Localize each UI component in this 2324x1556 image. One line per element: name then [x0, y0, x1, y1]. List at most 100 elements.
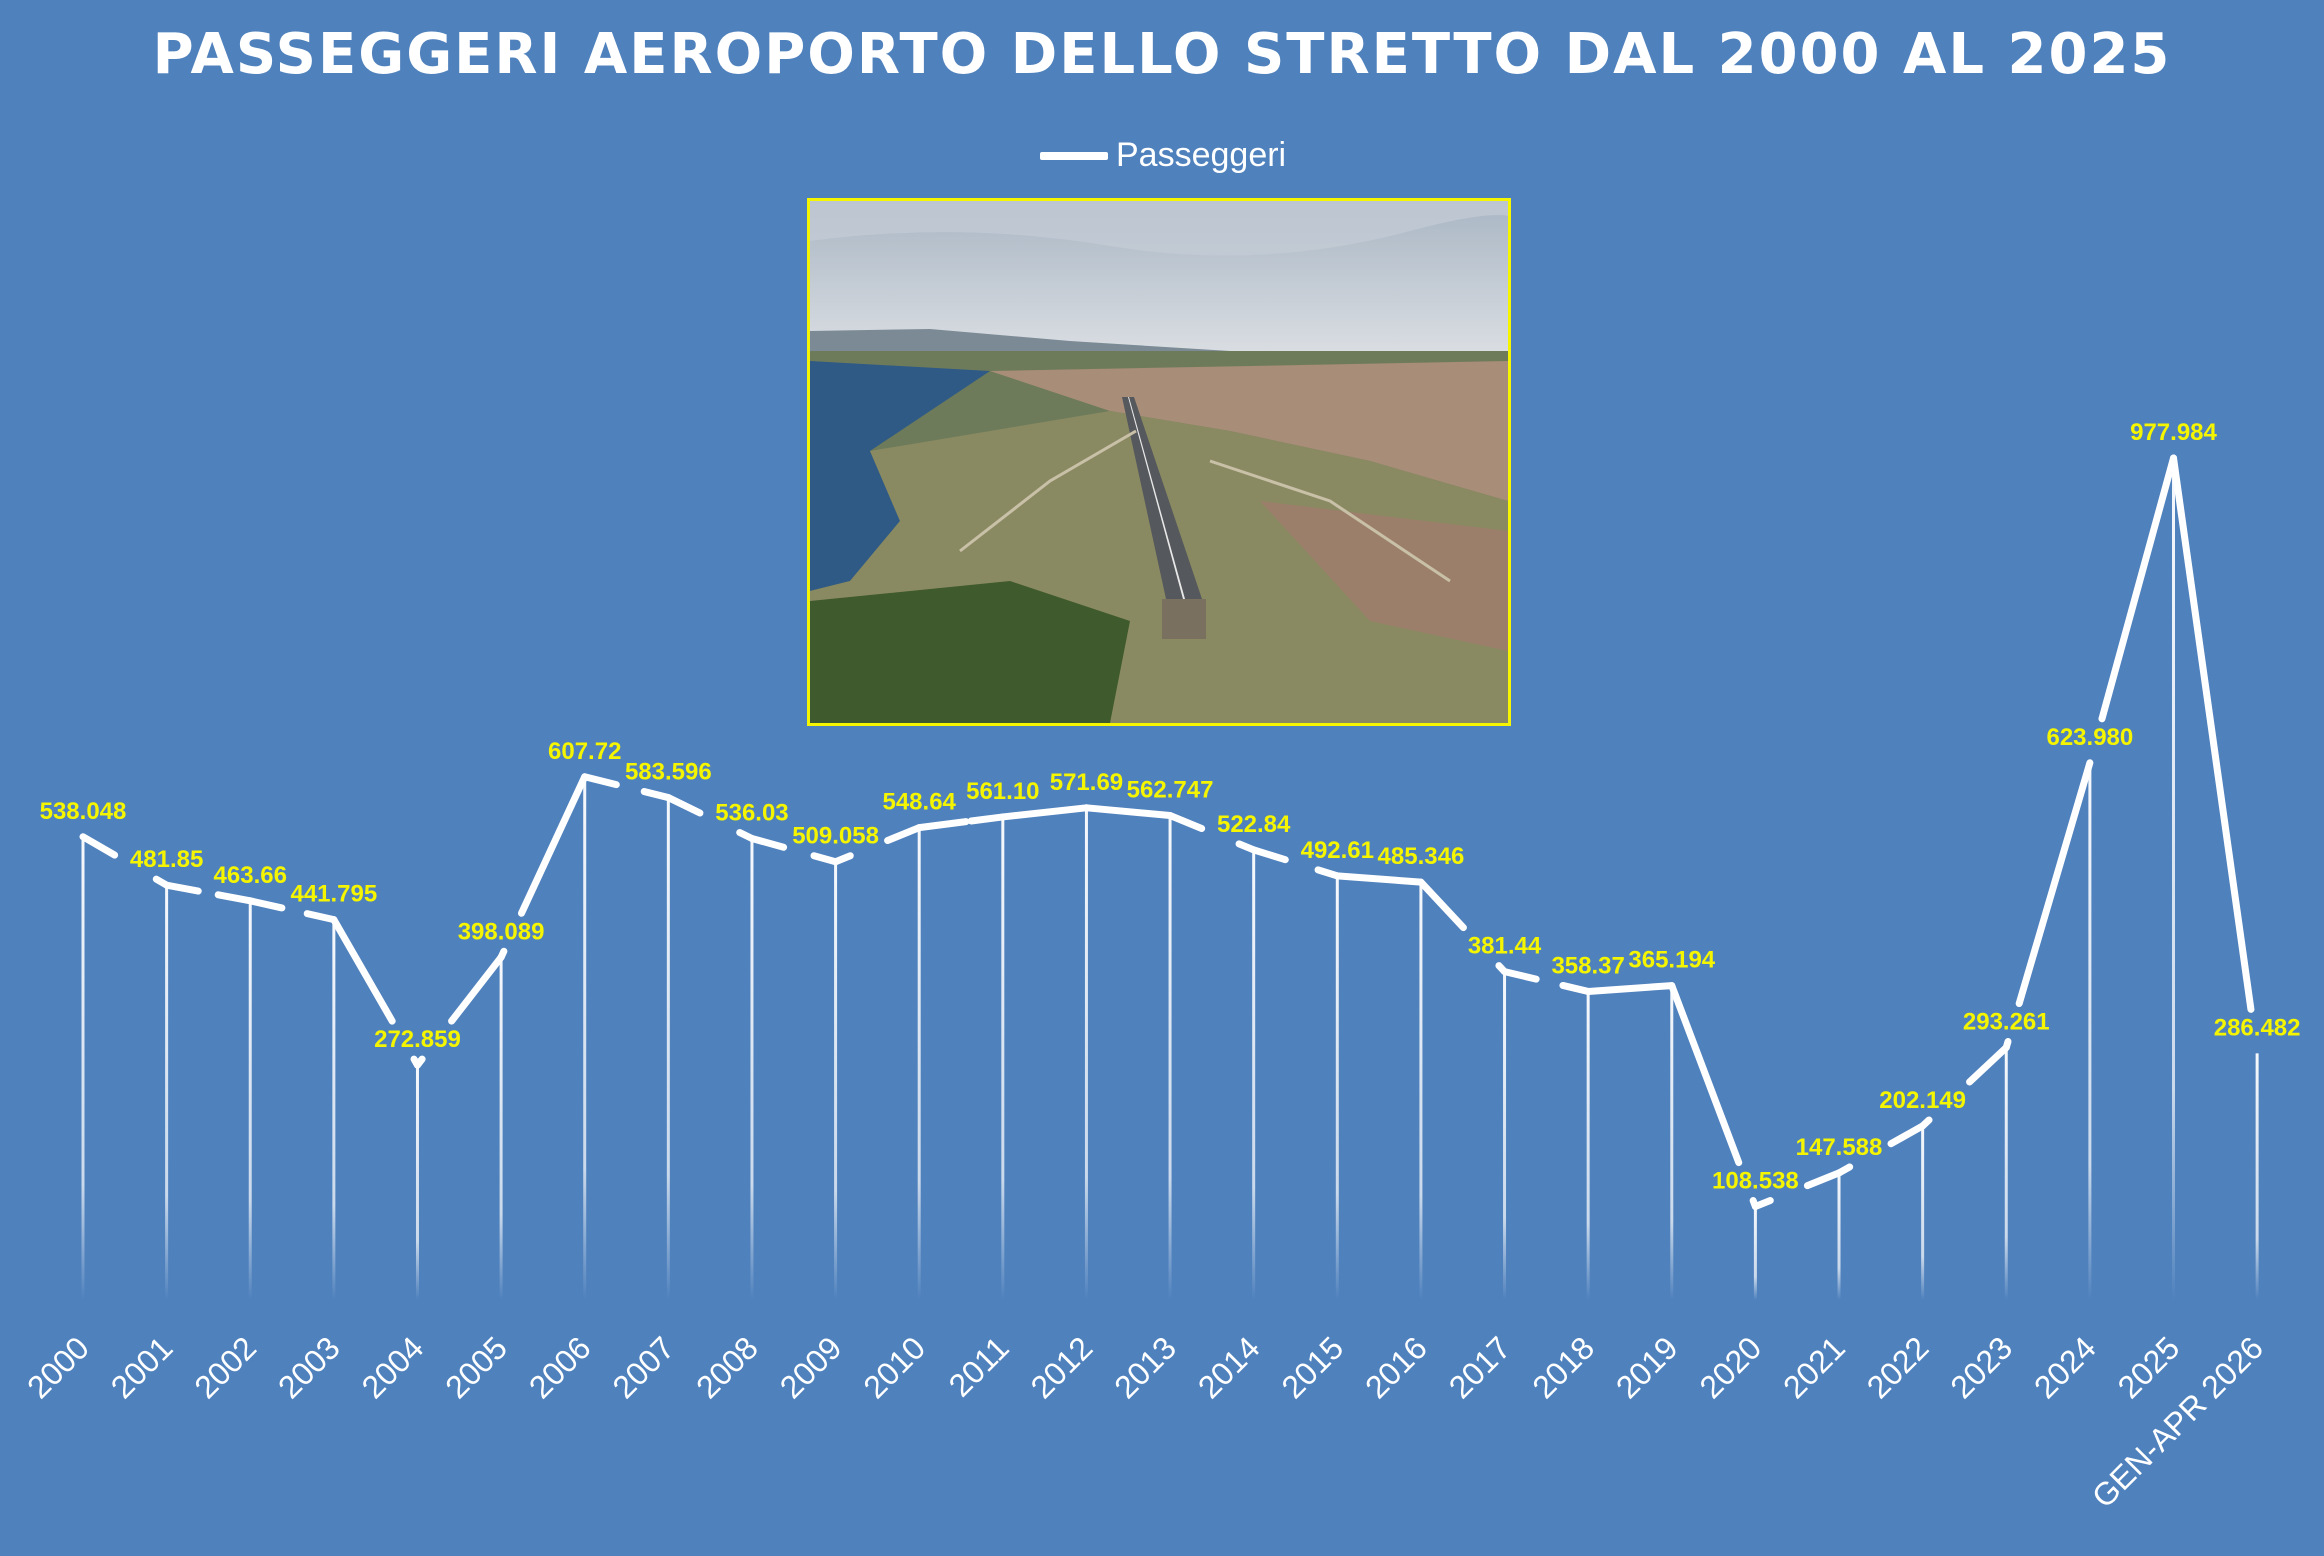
airport-runway-photo: [807, 198, 1511, 726]
data-label-7: 583.596: [625, 759, 712, 786]
data-label-16: 485.346: [1378, 843, 1465, 870]
drop-line-5: [499, 957, 503, 1300]
data-label-24: 623.980: [2046, 724, 2133, 751]
legend-label: Passeggeri: [1116, 136, 1287, 174]
series-line-segment-10-1: [967, 813, 1007, 825]
x-tick-label-0: 2000: [20, 1329, 96, 1405]
drop-line-25: [2172, 458, 2175, 1300]
x-tick-label-11: 2011: [942, 1329, 1016, 1403]
series-line-segment-22-0: [1919, 1116, 1933, 1130]
series-line-segment-8-1: [810, 852, 840, 866]
legend-swatch: [1040, 151, 1108, 160]
drop-line-14: [1252, 849, 1256, 1300]
drop-line-8: [750, 838, 754, 1300]
data-label-25: 977.984: [2130, 419, 2217, 446]
series-line-segment-12-0: [1082, 804, 1174, 820]
data-label-12: 571.69: [1050, 769, 1123, 796]
series-line-segment-2-0: [246, 897, 286, 912]
data-label-23: 293.261: [1963, 1009, 2050, 1036]
data-label-9: 509.058: [792, 823, 879, 850]
data-label-3: 441.795: [290, 881, 377, 908]
drop-line-24: [2088, 762, 2092, 1300]
drop-line-10: [917, 827, 921, 1300]
drop-line-20: [1753, 1206, 1757, 1300]
x-tick-label-21: 2021: [1776, 1329, 1852, 1405]
series-line-segment-5-1: [517, 773, 589, 917]
data-label-11: 561.10: [966, 778, 1039, 805]
series-line-segment-8-0: [748, 835, 788, 851]
drop-line-12: [1084, 807, 1088, 1300]
data-label-4: 272.859: [374, 1026, 461, 1053]
drop-line-4: [415, 1065, 419, 1300]
x-tick-label-4: 2004: [355, 1329, 431, 1405]
drop-line-9: [834, 861, 838, 1300]
series-line-segment-20-1: [1803, 1169, 1843, 1190]
x-tick-label-23: 2023: [1943, 1329, 2019, 1405]
series-line-segment-5-0: [497, 947, 508, 961]
drop-line-3: [332, 919, 336, 1300]
x-tick-label-9: 2009: [773, 1329, 849, 1405]
drop-line-23: [2004, 1047, 2008, 1300]
series-line-segment-17-1: [1559, 981, 1592, 995]
x-tick-label-2: 2002: [187, 1329, 263, 1405]
data-label-1: 481.85: [130, 846, 203, 873]
series-line-segment-23-1: [2015, 759, 2094, 1008]
series-line-segment-17-0: [1501, 968, 1540, 983]
series-line-segment-1-0: [163, 881, 202, 895]
drop-line-26: [2255, 1053, 2259, 1300]
x-tick-label-5: 2005: [438, 1329, 514, 1405]
series-line-segment-19-0: [1668, 982, 1743, 1167]
series-line-segment-18-0: [1584, 982, 1676, 995]
data-label-21: 147.588: [1796, 1134, 1883, 1161]
series-line-segment-24-1: [2098, 454, 2177, 723]
data-label-17: 381.44: [1468, 933, 1542, 960]
series-line-segment-3-0: [330, 916, 396, 1025]
x-tick-label-10: 2010: [856, 1329, 932, 1405]
series-line-segment-14-0: [1250, 846, 1289, 864]
x-tick-label-22: 2022: [1860, 1329, 1936, 1405]
data-label-0: 538.048: [40, 798, 127, 825]
data-label-2: 463.66: [214, 862, 287, 889]
chart-title: PASSEGGERI AEROPORTO DELLO STRETTO DAL 2…: [152, 22, 2172, 87]
drop-line-1: [165, 885, 169, 1300]
series-line-segment-0-0: [79, 833, 119, 859]
x-tick-label-20: 2020: [1693, 1329, 1769, 1405]
drop-line-7: [666, 797, 670, 1300]
x-tick-label-25: 2025: [2111, 1329, 2187, 1405]
data-label-10: 548.64: [882, 789, 956, 816]
series-line-segment-13-0: [1166, 812, 1206, 832]
series-line-segment-4-1: [448, 953, 505, 1025]
x-tick-label-6: 2006: [522, 1329, 598, 1405]
x-tick-label-24: 2024: [2027, 1329, 2103, 1405]
data-label-22: 202.149: [1879, 1087, 1966, 1114]
x-tick-label-13: 2013: [1107, 1329, 1183, 1405]
series-line-segment-6-1: [640, 788, 672, 802]
series-line-segment-9-1: [884, 824, 923, 845]
series-line-segment-1-1: [214, 891, 254, 905]
x-tick-label-15: 2015: [1274, 1329, 1350, 1405]
drop-line-11: [1001, 816, 1005, 1300]
data-label-20: 108.538: [1712, 1168, 1799, 1195]
drop-line-18: [1586, 991, 1590, 1300]
x-tick-label-18: 2018: [1525, 1329, 1601, 1405]
x-tick-label-16: 2016: [1358, 1329, 1434, 1405]
drop-line-17: [1503, 971, 1507, 1300]
x-tick-label-12: 2012: [1024, 1329, 1100, 1405]
data-label-15: 492.61: [1301, 837, 1374, 864]
x-tick-label-1: 2001: [104, 1329, 180, 1405]
series-line-segment-15-0: [1333, 872, 1425, 886]
data-label-13: 562.747: [1127, 777, 1214, 804]
series-line-segment-25-0: [2170, 454, 2255, 1013]
drop-line-0: [81, 836, 85, 1300]
series-line-segment-20-0: [1751, 1197, 1774, 1211]
series-line-segment-23-0: [2002, 1038, 2012, 1052]
series-line-segment-11-0: [999, 804, 1090, 821]
drop-line-6: [583, 776, 587, 1300]
data-label-18: 358.37: [1551, 952, 1624, 979]
data-label-6: 607.72: [548, 738, 621, 765]
series-line-segment-16-0: [1417, 878, 1467, 932]
drop-line-21: [1837, 1172, 1841, 1300]
data-label-26: 286.482: [2214, 1014, 2301, 1041]
series-line-segment-21-0: [1835, 1163, 1854, 1177]
